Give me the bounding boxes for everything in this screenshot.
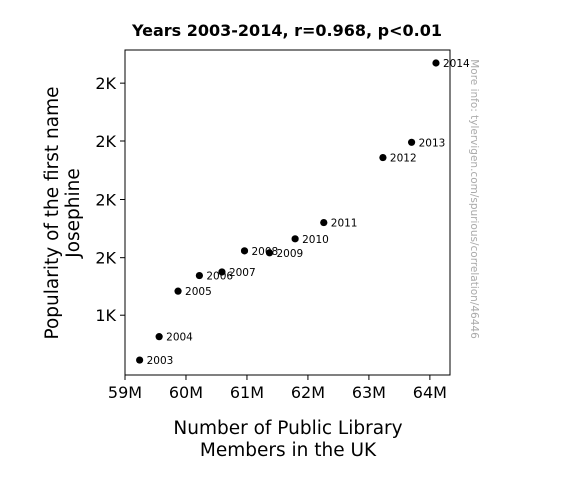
point-label: 2006 [206,271,233,283]
plot-area [125,50,450,375]
x-tick-label: 62M [291,383,325,402]
plot-frame [124,49,451,376]
data-point [432,59,440,67]
x-tick-label: 61M [230,383,264,402]
data-point [218,268,226,276]
x-tick-label: 63M [352,383,386,402]
data-point [291,235,299,243]
data-point [407,138,416,146]
x-axis-ticks: 59M 60M 61M 62M 63M 64M [108,375,447,402]
y-tick-label: 2K [95,191,116,210]
point-label: 2004 [166,332,193,344]
data-points [136,59,440,364]
data-point [155,333,163,341]
y-axis-ticks: 1K 2K 2K 2K 2K [95,74,125,325]
point-label: 2010 [302,234,329,246]
x-tick-label: 59M [108,383,142,402]
data-point [379,153,387,162]
data-point [240,247,249,255]
y-tick-label: 2K [95,132,116,151]
point-label: 2014 [443,58,470,70]
point-label: 2012 [390,153,417,165]
x-tick-label: 60M [169,383,203,402]
point-label: 2007 [229,267,256,279]
data-point [195,271,203,280]
y-tick-label: 1K [95,306,116,325]
point-label: 2009 [277,248,304,260]
x-axis-label-line-2: Members in the UK [200,440,377,461]
y-axis-label-line-1: Popularity of the first name [42,86,63,339]
data-point [174,287,182,295]
point-label: 2008 [252,246,279,258]
chart-title: Years 2003-2014, r=0.968, p<0.01 [131,21,442,40]
data-point [136,356,144,364]
y-tick-label: 2K [95,249,116,268]
y-axis-label-line-2: Josephine [63,168,84,259]
x-axis-label-line-1: Number of Public Library [173,418,402,439]
source-note: More info: tylervigen.com/spurious/corre… [468,59,480,339]
y-tick-label: 2K [95,74,116,93]
point-label: 2011 [331,218,358,230]
point-label: 2003 [147,355,174,367]
point-label: 2005 [185,286,212,298]
point-label: 2013 [419,137,446,149]
data-point [265,249,274,257]
data-point [320,218,328,227]
x-tick-label: 64M [413,383,447,402]
